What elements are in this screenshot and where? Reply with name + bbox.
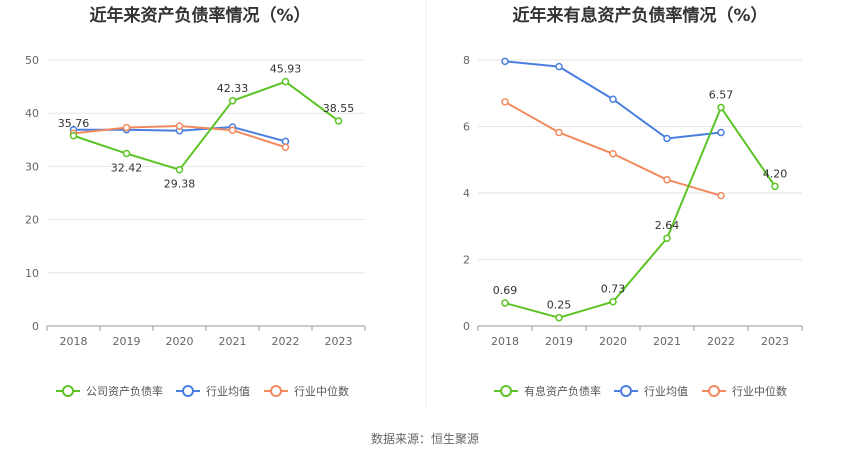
- data-point: [228, 126, 237, 134]
- data-point: [609, 150, 617, 158]
- chart-title: 近年来有息资产负债率情况（%）: [512, 5, 767, 26]
- x-tick-label: 2020: [166, 335, 194, 348]
- x-tick-label: 2019: [113, 335, 141, 348]
- data-point: [501, 57, 509, 66]
- data-point: [175, 122, 184, 130]
- legend-swatch-marker: [270, 385, 282, 397]
- data-label: 38.55: [323, 102, 355, 115]
- legend-label: 行业均值: [644, 385, 688, 398]
- data-point: [501, 299, 509, 307]
- data-point: [175, 165, 184, 174]
- data-point: [555, 313, 563, 322]
- y-tick-label: 0: [32, 320, 39, 333]
- data-point: [771, 182, 779, 191]
- legend-swatch-marker: [620, 385, 632, 397]
- data-label: 4.20: [763, 167, 788, 180]
- legend-swatch-marker: [182, 385, 194, 397]
- data-point: [717, 128, 725, 137]
- data-point: [501, 98, 509, 106]
- y-tick-label: 6: [463, 121, 470, 134]
- legend-swatch-marker: [62, 385, 74, 397]
- x-tick-label: 2022: [707, 335, 735, 348]
- x-tick-label: 2018: [491, 335, 519, 348]
- data-point: [663, 234, 671, 242]
- data-point: [555, 62, 563, 71]
- x-tick-label: 2023: [761, 335, 789, 348]
- data-label: 0.25: [547, 299, 572, 312]
- data-point: [281, 143, 290, 151]
- legend-label: 行业均值: [206, 385, 250, 398]
- y-tick-label: 10: [25, 267, 39, 280]
- legend-swatch-marker: [708, 385, 720, 397]
- y-tick-label: 8: [463, 54, 470, 67]
- data-point: [122, 149, 131, 158]
- data-label: 32.42: [111, 162, 143, 175]
- data-source: 数据来源：恒生聚源: [371, 431, 479, 446]
- data-point: [334, 117, 343, 125]
- chart-title: 近年来资产负债率情况（%）: [89, 5, 310, 26]
- x-tick-label: 2022: [272, 335, 300, 348]
- y-tick-label: 40: [25, 107, 39, 120]
- data-point: [609, 297, 617, 306]
- data-label: 29.38: [164, 178, 196, 191]
- data-point: [281, 77, 290, 86]
- data-label: 45.93: [270, 63, 302, 76]
- y-tick-label: 4: [463, 187, 470, 200]
- data-label: 42.33: [217, 82, 249, 95]
- legend-swatch-marker: [500, 385, 512, 397]
- legend-label: 公司资产负债率: [86, 384, 163, 398]
- data-point: [717, 191, 725, 200]
- data-label: 0.73: [601, 283, 626, 296]
- x-tick-label: 2021: [219, 335, 247, 348]
- series-line: [73, 80, 340, 171]
- x-tick-label: 2023: [325, 335, 353, 348]
- y-tick-label: 30: [25, 160, 39, 173]
- legend-label: 行业中位数: [732, 384, 787, 398]
- data-label: 35.76: [58, 117, 90, 130]
- data-point: [663, 175, 671, 184]
- data-point: [122, 123, 131, 132]
- data-point: [69, 132, 78, 140]
- data-label: 0.69: [493, 284, 518, 297]
- x-tick-label: 2018: [60, 335, 88, 348]
- data-point: [663, 134, 671, 143]
- data-point: [281, 137, 290, 146]
- data-point: [555, 128, 563, 137]
- data-label: 2.64: [655, 219, 680, 232]
- series-line: [504, 101, 722, 197]
- series-line: [504, 106, 776, 319]
- y-tick-label: 50: [25, 54, 39, 67]
- data-point: [717, 103, 725, 112]
- y-tick-label: 0: [463, 320, 470, 333]
- legend-label: 有息资产负债率: [524, 384, 601, 398]
- x-tick-label: 2021: [653, 335, 681, 348]
- data-label: 6.57: [709, 89, 734, 102]
- x-tick-label: 2019: [545, 335, 573, 348]
- x-tick-label: 2020: [599, 335, 627, 348]
- legend-label: 行业中位数: [294, 384, 349, 398]
- data-point: [609, 95, 617, 103]
- data-point: [228, 97, 237, 105]
- y-tick-label: 2: [463, 254, 470, 267]
- y-tick-label: 20: [25, 214, 39, 227]
